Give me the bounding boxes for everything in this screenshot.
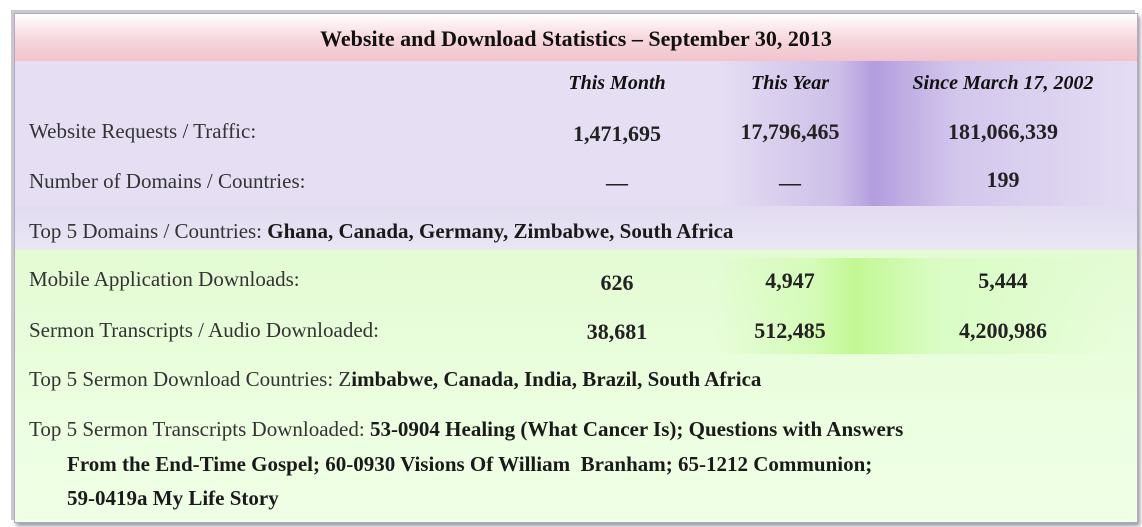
website-stats-highlight — [715, 61, 1137, 206]
statistics-panel: Website and Download Statistics – Septem… — [14, 13, 1138, 523]
top-transcripts-label: Top 5 Sermon Transcripts Downloaded: — [29, 417, 370, 441]
mobile-downloads-month: 626 — [600, 270, 634, 295]
column-header-this-month: This Month — [568, 72, 666, 94]
top-transcripts-line-1: Top 5 Sermon Transcripts Downloaded: 53-… — [29, 417, 903, 442]
page-title: Website and Download Statistics – Septem… — [320, 26, 832, 51]
top-domains-value: Ghana, Canada, Germany, Zimbabwe, South … — [267, 219, 734, 243]
mobile-downloads-since: 5,444 — [978, 268, 1028, 293]
top-sermon-countries-line: Top 5 Sermon Download Countries: Zimbabw… — [29, 367, 761, 392]
top-transcripts-value-2: From the End-Time Gospel; 60-0930 Vision… — [67, 452, 873, 476]
top-domains-label: Top 5 Domains / Countries: — [29, 219, 268, 243]
domains-countries-year: — — [779, 170, 801, 195]
top-domains-band — [15, 206, 1137, 250]
sermon-transcripts-month: 38,681 — [586, 319, 648, 344]
top-domains-line: Top 5 Domains / Countries: Ghana, Canada… — [29, 219, 733, 244]
sermon-transcripts-year: 512,485 — [754, 318, 826, 343]
sermon-transcripts-since: 4,200,986 — [959, 318, 1047, 343]
domains-countries-month: — — [606, 170, 628, 195]
top-sermon-countries-label: Top 5 Sermon Download Countries: Z — [29, 367, 352, 391]
top-transcripts-value-1: 53-0904 Healing (What Cancer Is); Questi… — [369, 417, 904, 441]
domains-countries-since: 199 — [986, 167, 1020, 192]
column-header-this-year: This Year — [751, 72, 829, 94]
row-label-mobile-downloads: Mobile Application Downloads: — [29, 267, 300, 291]
download-stats-highlight — [715, 258, 1115, 354]
top-transcripts-value-3: 59-0419a My Life Story — [67, 486, 279, 510]
mobile-downloads-year: 4,947 — [765, 268, 815, 293]
row-label-domains-countries: Number of Domains / Countries: — [29, 169, 306, 193]
column-header-since-2002: Since March 17, 2002 — [912, 72, 1094, 94]
row-label-sermon-transcripts: Sermon Transcripts / Audio Downloaded: — [29, 318, 379, 342]
title-band — [15, 14, 1137, 61]
website-requests-month: 1,471,695 — [573, 121, 661, 146]
row-label-website-requests: Website Requests / Traffic: — [29, 119, 257, 143]
website-requests-year: 17,796,465 — [740, 119, 840, 144]
top-sermon-countries-value: imbabwe, Canada, India, Brazil, South Af… — [351, 367, 762, 391]
website-requests-since: 181,066,339 — [948, 119, 1058, 144]
